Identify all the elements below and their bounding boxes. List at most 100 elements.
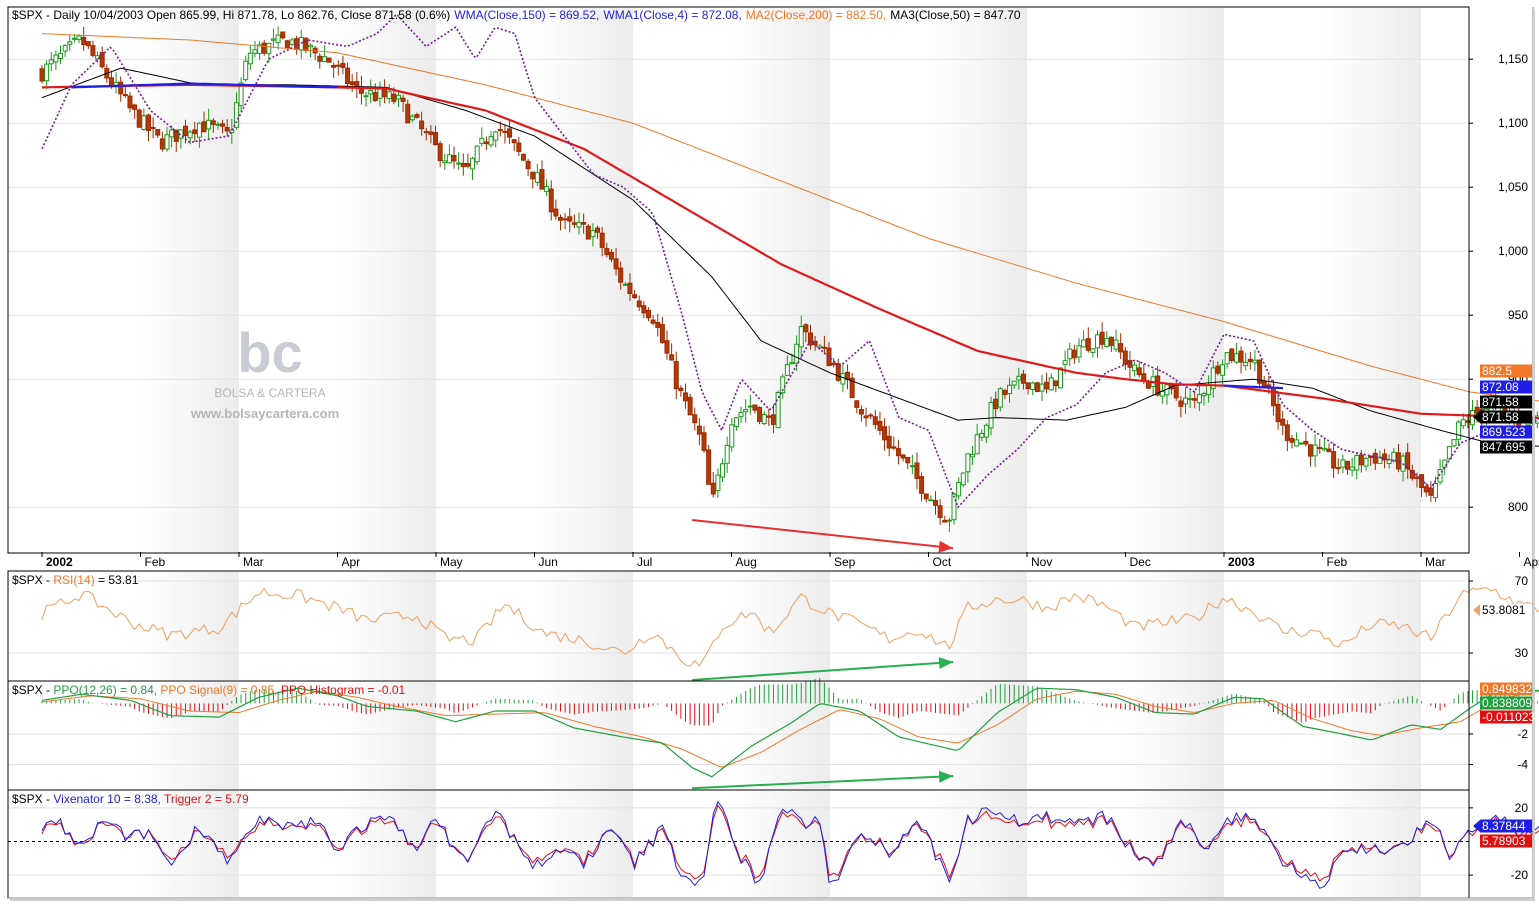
price-candle-down <box>392 94 396 101</box>
month-band-vix <box>732 791 831 897</box>
price-candle-down <box>1026 383 1030 389</box>
vix-header-ticker: $SPX <box>12 792 43 806</box>
price-candle-down <box>1142 374 1146 380</box>
price-candle-down <box>901 455 905 458</box>
month-band-price <box>1126 8 1225 552</box>
month-label: Apr <box>342 555 361 569</box>
price-candle-up <box>961 473 965 485</box>
price-candle-down <box>503 131 507 132</box>
price-candle-up <box>818 346 822 348</box>
price-candle-down <box>225 127 229 130</box>
price-candle-down <box>1290 439 1294 443</box>
ppo-header-ppo: PPO(12,26) = 0.84, <box>53 683 160 697</box>
price-candle-up <box>776 393 780 428</box>
price-candle-down <box>660 325 664 343</box>
price-tag: 869.523 <box>1482 425 1526 439</box>
price-candle-up <box>535 173 539 183</box>
price-candle-up <box>1077 346 1081 357</box>
price-candle-down <box>512 140 516 143</box>
price-tick-label: 1,000 <box>1498 244 1528 258</box>
price-candle-down <box>401 98 405 101</box>
price-candle-down <box>1373 453 1377 463</box>
price-candle-down <box>350 82 354 85</box>
price-candle-down <box>1230 349 1234 360</box>
rsi-tag: 53.8081 <box>1482 603 1526 617</box>
ppo-tag: 0.849832 <box>1482 682 1532 696</box>
price-candle-down <box>1072 350 1076 358</box>
rsi-tick-label: 70 <box>1515 574 1529 588</box>
price-candle-down <box>221 124 225 126</box>
price-candle-up <box>1197 395 1201 403</box>
price-candle-up <box>248 53 252 64</box>
ppo-tick-label: -2 <box>1517 727 1528 741</box>
price-candle-down <box>146 115 150 130</box>
price-candle-up <box>910 466 914 467</box>
price-candle-up <box>54 55 58 62</box>
vix-tick-label: -20 <box>1511 868 1529 882</box>
price-candle-up <box>471 158 475 169</box>
price-candle-up <box>966 454 970 472</box>
price-candle-up <box>1457 422 1461 439</box>
price-candle-down <box>508 129 512 137</box>
price-candle-down <box>262 43 266 53</box>
price-candle-up <box>480 138 484 143</box>
price-candle-up <box>623 284 627 285</box>
price-candle-up <box>795 344 799 363</box>
price-candle-up <box>591 230 595 236</box>
price-candle-down <box>438 144 442 161</box>
price-candle-down <box>994 399 998 408</box>
price-candle-up <box>271 39 275 40</box>
price-candle-down <box>600 233 604 247</box>
price-candle-down <box>1216 366 1220 373</box>
price-candle-down <box>568 217 572 221</box>
price-candle-up <box>734 418 738 427</box>
price-candle-down <box>1146 383 1150 389</box>
price-candle-up <box>216 124 220 125</box>
price-candle-up <box>545 187 549 192</box>
price-candle-up <box>998 389 1002 407</box>
ppo-header-ticker: $SPX <box>12 683 43 697</box>
price-header: $SPX - Daily 10/04/2003 Open 865.99, Hi … <box>12 8 1021 22</box>
price-candle-up <box>1040 384 1044 391</box>
price-candle-down <box>461 164 465 167</box>
price-candle-up <box>253 50 257 54</box>
price-candle-up <box>1068 349 1072 359</box>
price-tag: 847.695 <box>1482 440 1526 454</box>
month-band-vix <box>929 791 1028 897</box>
month-label: Oct <box>933 555 952 569</box>
price-candle-down <box>1332 452 1336 468</box>
month-band-ppo <box>338 682 437 789</box>
price-candle-down <box>943 520 947 522</box>
price-tick-label: 1,150 <box>1498 52 1528 66</box>
price-tag: 871.58 <box>1482 395 1519 409</box>
price-candle-down <box>633 295 637 298</box>
price-candle-up <box>1244 362 1248 365</box>
price-candle-up <box>410 116 414 120</box>
month-label: Feb <box>1327 555 1348 569</box>
price-candle-down <box>531 172 535 179</box>
price-candle-down <box>619 268 623 282</box>
price-candle-up <box>299 37 303 50</box>
vix-header-sep: - <box>43 792 54 806</box>
price-candle-down <box>559 217 563 220</box>
price-candle-down <box>498 130 502 131</box>
rsi-header-sep: - <box>43 573 54 587</box>
price-candle-down <box>1021 374 1025 383</box>
price-candle-down <box>563 219 567 220</box>
price-candle-up <box>980 434 984 438</box>
price-candle-down <box>184 126 188 135</box>
price-candle-down <box>767 416 771 417</box>
month-label: Sep <box>834 555 856 569</box>
price-candle-down <box>202 122 206 132</box>
price-candle-down <box>156 130 160 136</box>
price-candle-up <box>170 130 174 137</box>
price-candle-up <box>1234 354 1238 362</box>
price-candle-up <box>957 482 961 495</box>
price-candle-down <box>429 132 433 134</box>
price-candle-up <box>929 500 933 501</box>
price-candle-up <box>1063 361 1067 365</box>
price-candle-down <box>160 139 164 149</box>
ppo-header-signal: PPO Signal(9) = 0.85, <box>160 683 280 697</box>
rsi-header-name: RSI(14) <box>53 573 94 587</box>
price-candle-up <box>494 132 498 140</box>
